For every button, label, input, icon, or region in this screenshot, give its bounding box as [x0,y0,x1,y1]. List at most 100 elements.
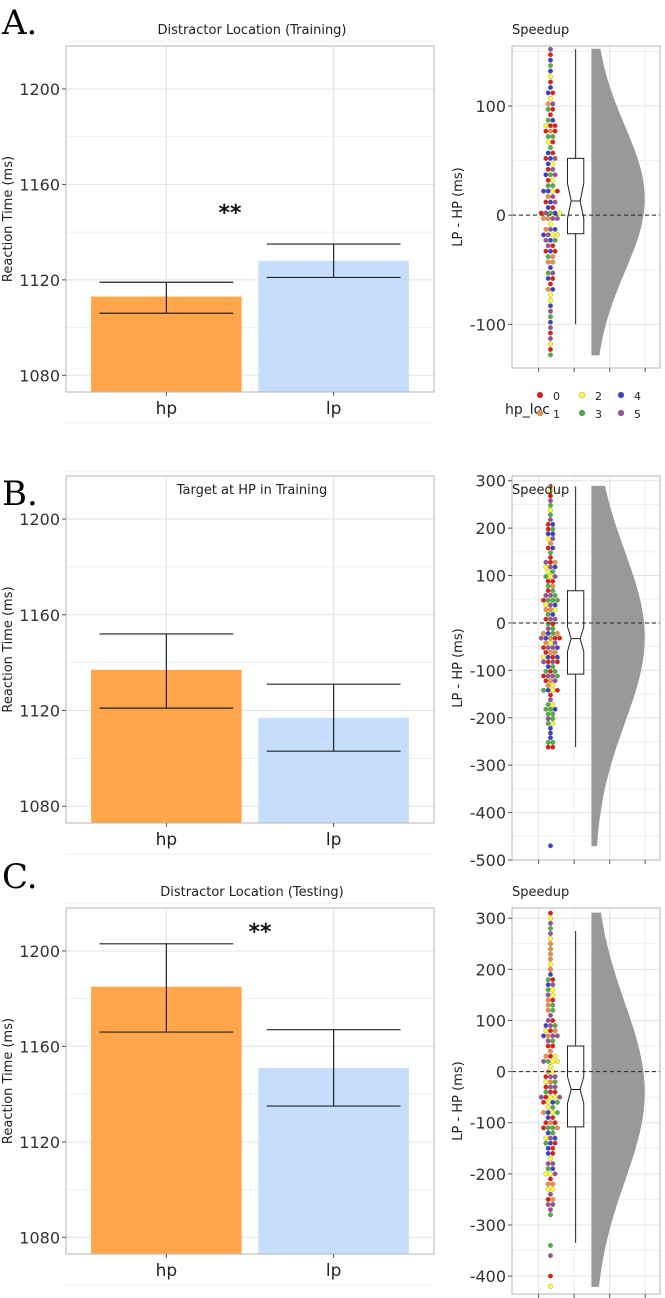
data-point [545,243,551,249]
data-point [550,621,556,627]
data-point [541,1058,547,1064]
y-tick-label: 1200 [19,80,60,99]
data-point [550,1115,556,1121]
data-point [545,982,551,988]
data-point [543,640,549,646]
y-tick-label: 0 [496,206,506,225]
data-point [552,1084,558,1090]
data-point [547,84,553,90]
data-point [552,226,558,232]
data-point [554,597,560,603]
data-point [552,592,558,598]
data-point [547,706,553,712]
data-point [547,635,553,641]
y-tick-label: 0 [496,1063,506,1082]
data-point [547,936,553,942]
data-point [552,210,558,216]
raincloud-chart: -500 -400 -300 -200 -100 0 100 200 300 LP - HP (m… [451,472,661,870]
data-point [545,90,551,96]
data-point [543,1079,549,1085]
data-point [552,602,558,608]
data-point [550,1099,556,1105]
y-tick-label: -300 [470,1216,506,1235]
data-point [547,730,553,736]
data-point [550,101,556,107]
data-point [547,308,553,314]
data-point [543,172,549,178]
significance-annotation: ** [248,920,272,945]
significance-annotation: ** [218,201,242,226]
data-point [547,735,553,741]
data-point [545,106,551,112]
data-point [550,205,556,211]
data-point [554,673,560,679]
data-point [547,592,553,598]
data-point [547,63,553,69]
data-point [550,583,556,589]
data-point [545,254,551,260]
data-point [543,592,549,598]
data-point [545,626,551,632]
data-point [550,987,556,993]
data-point [552,1094,558,1100]
data-point [545,1033,551,1039]
data-point [543,607,549,613]
data-point [543,210,549,216]
data-point [550,1007,556,1013]
data-point [552,574,558,580]
data-point [543,1135,549,1141]
legend-label: 3 [595,408,602,421]
data-point [547,297,553,303]
data-point [545,1038,551,1044]
data-point [547,1176,553,1182]
data-point [547,1156,553,1162]
data-point [543,1074,549,1080]
data-point [545,270,551,276]
data-point [550,720,556,726]
y-tick-label: 1080 [19,366,60,385]
data-point [545,1196,551,1202]
y-tick-label: 1160 [19,1037,60,1056]
bar-lp [258,260,409,392]
data-point [547,1074,553,1080]
data-point [547,199,553,205]
data-point [543,574,549,580]
data-point [552,564,558,570]
data-point [545,630,551,636]
data-point [547,1023,553,1029]
data-point [550,702,556,708]
data-point [550,166,556,172]
data-point [541,1125,547,1131]
chart-title: Speedup [512,885,569,900]
data-point [545,583,551,589]
data-point [545,545,551,551]
data-point [550,588,556,594]
data-point [547,498,553,504]
data-point [541,1099,547,1105]
data-point [545,101,551,107]
data-point [543,1140,549,1146]
data-point [550,254,556,260]
data-point [543,602,549,608]
data-point [547,649,553,655]
data-point [541,188,547,194]
panel-b: B. 1080 1120 1160 1200 hp lp Reaction Time (ms)… [1,470,661,870]
data-point [557,210,563,216]
data-point [545,597,551,603]
data-point [550,1058,556,1064]
data-point [543,1094,549,1100]
data-point [552,678,558,684]
data-point [545,1166,551,1172]
data-point [550,1130,556,1136]
data-point [543,199,549,205]
data-point [541,630,547,636]
y-tick-label: 1160 [19,175,60,194]
data-point [547,1079,553,1085]
data-point [545,531,551,537]
y-tick-label: 1160 [19,606,60,625]
data-point [552,123,558,129]
data-point [543,1028,549,1034]
data-point [547,319,553,325]
data-point [554,232,560,238]
data-point [552,1053,558,1059]
